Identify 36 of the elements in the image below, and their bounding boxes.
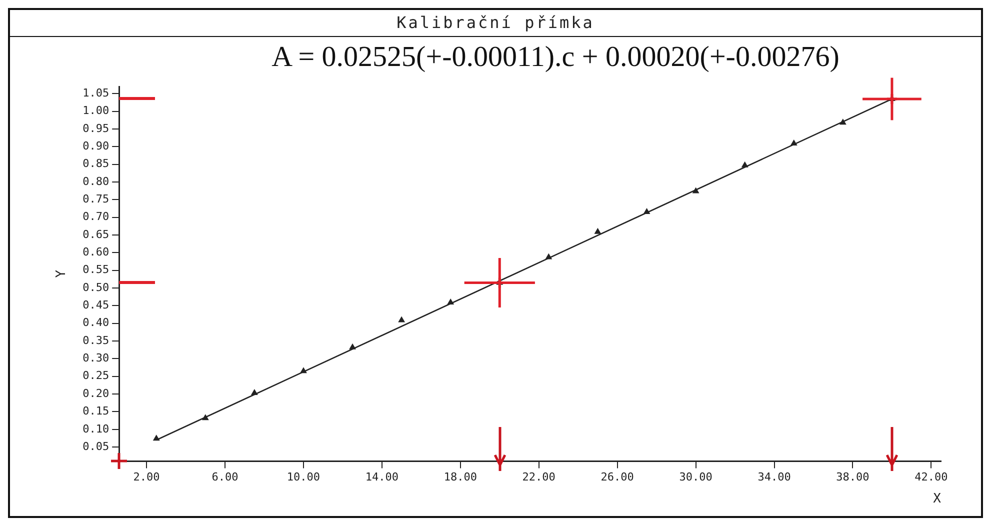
x-tick-label: 42.00 xyxy=(914,470,948,484)
y-tick-label: 0.40 xyxy=(82,316,110,330)
y-tick-label: 1.00 xyxy=(82,104,110,118)
x-tick-label: 26.00 xyxy=(600,470,634,484)
y-tick-label: 0.80 xyxy=(82,174,110,188)
y-axis-title: Y xyxy=(54,270,70,278)
x-tick-label: 38.00 xyxy=(836,470,870,484)
y-tick-label: 1.05 xyxy=(82,86,110,100)
x-tick-label: 18.00 xyxy=(444,470,477,484)
y-tick-label: 0.10 xyxy=(82,422,110,436)
y-tick-label: 0.45 xyxy=(82,298,110,312)
x-tick-label: 34.00 xyxy=(758,470,791,484)
y-tick-label: 0.95 xyxy=(82,122,110,135)
x-tick-label: 22.00 xyxy=(522,470,556,484)
y-tick-label: 0.50 xyxy=(82,280,110,294)
x-tick-label: 30.00 xyxy=(679,470,712,484)
y-tick-label: 0.70 xyxy=(82,210,110,224)
y-tick-label: 0.25 xyxy=(82,369,110,382)
x-tick-label: 14.00 xyxy=(365,470,399,484)
x-tick-label: 6.00 xyxy=(212,470,238,484)
x-tick-label: 10.00 xyxy=(286,470,320,484)
chart-title: Kalibrační přímka xyxy=(10,10,981,37)
chart-subtitle: A = 0.02525(+-0.00011).c + 0.00020(+-0.00276) xyxy=(270,40,840,75)
y-tick-label: 0.05 xyxy=(82,440,110,453)
y-tick-label: 0.55 xyxy=(82,263,110,276)
y-tick-label: 0.30 xyxy=(82,352,110,365)
y-tick-label: 0.15 xyxy=(82,404,110,418)
y-tick-label: 0.90 xyxy=(82,140,110,153)
y-tick-label: 0.35 xyxy=(82,334,110,347)
y-tick-label: 0.65 xyxy=(82,228,110,241)
y-tick-label: 0.75 xyxy=(82,192,110,206)
x-tick-label: 2.00 xyxy=(133,470,160,484)
y-tick-label: 0.60 xyxy=(82,246,110,259)
y-tick-label: 0.20 xyxy=(82,386,110,400)
x-axis-title: X xyxy=(933,492,942,507)
y-tick-label: 0.85 xyxy=(82,157,110,170)
